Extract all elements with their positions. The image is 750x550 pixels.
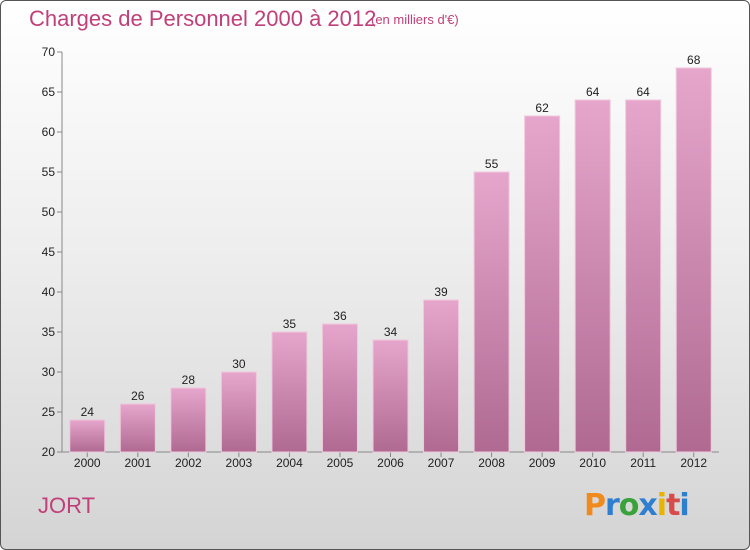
bar-2005 — [321, 323, 358, 453]
bar-2009 — [524, 115, 561, 453]
y-tick-label: 65 — [42, 85, 56, 99]
logo-letter: o — [618, 488, 640, 523]
bar-2007 — [423, 299, 460, 453]
data-label: 26 — [131, 389, 145, 403]
bar-2004 — [271, 331, 308, 453]
x-tick-label: 2007 — [428, 456, 455, 470]
data-label: 64 — [637, 85, 651, 99]
logo-letter: x — [638, 488, 657, 523]
data-label: 62 — [535, 101, 549, 115]
data-label: 55 — [485, 157, 499, 171]
bar-2000 — [69, 419, 106, 453]
x-tick-label: 2009 — [529, 456, 556, 470]
data-label: 24 — [81, 405, 95, 419]
x-tick-label: 2002 — [175, 456, 202, 470]
bar-2010 — [574, 99, 611, 453]
data-label: 34 — [384, 325, 398, 339]
bar-2001 — [119, 403, 156, 453]
x-tick-label: 2010 — [579, 456, 606, 470]
logo-letter: i — [656, 488, 667, 523]
logo-letter: P — [584, 488, 606, 523]
logo-letter: r — [605, 488, 620, 523]
x-tick-label: 2003 — [226, 456, 253, 470]
chart-subtitle: (en milliers d'€) — [371, 12, 459, 27]
bar-2008 — [473, 171, 510, 453]
data-label: 68 — [687, 53, 701, 67]
y-tick-label: 30 — [42, 365, 56, 379]
data-label: 35 — [283, 317, 297, 331]
y-tick-label: 45 — [42, 245, 56, 259]
chart-title: Charges de Personnel 2000 à 2012 — [29, 6, 377, 31]
y-tick-label: 40 — [42, 285, 56, 299]
y-tick-label: 55 — [42, 165, 56, 179]
proxiti-logo: Proxiti — [584, 488, 690, 523]
x-tick-label: 2004 — [276, 456, 303, 470]
y-tick-label: 70 — [42, 45, 56, 59]
bar-2002 — [170, 387, 207, 453]
data-label: 64 — [586, 85, 600, 99]
y-tick-label: 25 — [42, 405, 56, 419]
x-tick-label: 2011 — [630, 456, 656, 470]
x-tick-label: 2001 — [124, 456, 151, 470]
y-tick-label: 20 — [42, 445, 56, 459]
x-tick-label: 2006 — [377, 456, 404, 470]
x-tick-label: 2000 — [74, 456, 101, 470]
data-label: 28 — [182, 373, 196, 387]
logo-letter: t — [666, 488, 680, 523]
data-label: 36 — [333, 309, 347, 323]
data-label: 30 — [232, 357, 246, 371]
bar-2011 — [625, 99, 662, 453]
y-tick-label: 60 — [42, 125, 56, 139]
logo-letter: i — [679, 488, 689, 523]
bar-2003 — [220, 371, 257, 453]
x-tick-label: 2012 — [680, 456, 707, 470]
x-tick-label: 2008 — [478, 456, 505, 470]
y-tick-label: 50 — [42, 205, 56, 219]
place-name: JORT — [38, 493, 96, 518]
y-tick-label: 35 — [42, 325, 56, 339]
bar-2006 — [372, 339, 409, 453]
x-tick-label: 2005 — [327, 456, 354, 470]
bar-2012 — [675, 67, 712, 453]
data-label: 39 — [434, 285, 448, 299]
